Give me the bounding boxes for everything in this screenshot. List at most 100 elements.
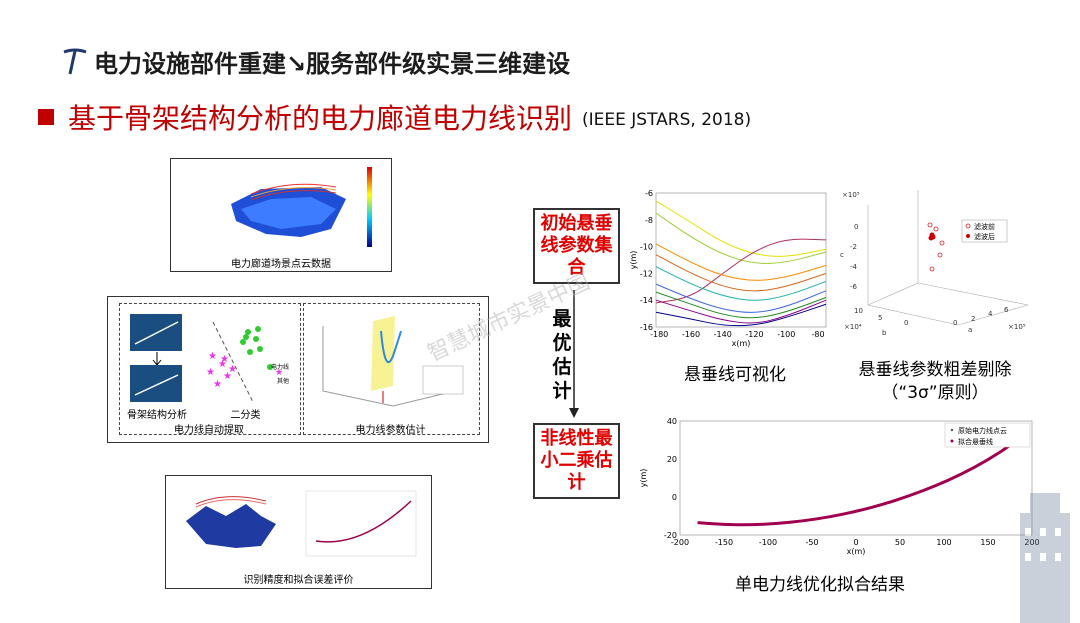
svg-text:★: ★ bbox=[208, 351, 217, 362]
btick: 0 bbox=[904, 319, 908, 327]
scene-pointcloud-panel: 电力廊道场景点云数据 bbox=[170, 158, 392, 272]
evaluation-caption: 识别精度和拟合误差评价 bbox=[243, 575, 354, 586]
x-tick-label: -120 bbox=[745, 330, 763, 339]
y-tick-label: 20 bbox=[667, 455, 677, 464]
series-line-6 bbox=[655, 283, 827, 313]
series-line-1 bbox=[655, 200, 827, 257]
scene-caption: 电力廊道场景点云数据 bbox=[231, 259, 331, 270]
x-tick-label: 150 bbox=[980, 538, 995, 547]
svg-text:★: ★ bbox=[220, 354, 229, 365]
btick: 10 bbox=[854, 307, 863, 315]
atick: 6 bbox=[1004, 306, 1009, 314]
x-tick-label: -100 bbox=[759, 538, 777, 547]
arrow-down-icon bbox=[152, 352, 162, 366]
auto-extract-box bbox=[119, 303, 301, 435]
x-tick-label: -180 bbox=[650, 330, 668, 339]
y-tick-label: -6 bbox=[645, 189, 653, 198]
series-line-8 bbox=[655, 299, 827, 324]
axis-b-label: b bbox=[882, 329, 887, 337]
btick: 5 bbox=[878, 314, 882, 322]
classification-plot: ★★★ ★★★★ ★ bbox=[206, 321, 283, 403]
auto-extract-caption: 电力线自动提取 bbox=[174, 425, 244, 436]
x-tick-label: -150 bbox=[715, 538, 733, 547]
scatter-legend bbox=[961, 219, 1008, 243]
catenary-chart: -180 -160 -140 -120 -100 -80 -6 -8 -10 -12 -14 -16 x… bbox=[630, 189, 827, 348]
ztick: -6 bbox=[850, 283, 858, 291]
y-axis-label: y(m) bbox=[640, 469, 648, 488]
pointcloud-image bbox=[231, 167, 372, 247]
optimal-estimate-label: 最优估计 bbox=[552, 308, 572, 402]
param-estimate-box bbox=[303, 303, 480, 435]
bullet-square-icon bbox=[38, 109, 54, 125]
skeleton-image-1 bbox=[130, 314, 182, 351]
scale-a: ×10⁵ bbox=[1008, 323, 1026, 331]
series-line-2 bbox=[655, 212, 827, 264]
series-line-10 bbox=[655, 254, 827, 292]
scale-b: ×10⁴ bbox=[844, 323, 862, 331]
y-tick-label: -10 bbox=[640, 243, 653, 252]
legend-after: 滤波后 bbox=[974, 232, 995, 241]
x-tick-label: -200 bbox=[671, 538, 689, 547]
x-axis-label: x(m) bbox=[847, 547, 866, 556]
param-caption: 电力线参数估计 bbox=[355, 425, 426, 436]
y-tick-label: -16 bbox=[640, 323, 653, 332]
fit-legend-1: 原始电力线点云 bbox=[958, 426, 1007, 435]
series-line-3 bbox=[655, 238, 827, 304]
y-axis-label: y(m) bbox=[630, 251, 638, 270]
series-line-1 bbox=[697, 423, 1029, 527]
svg-text:★: ★ bbox=[228, 364, 237, 375]
building-background-icon bbox=[1020, 493, 1070, 623]
x-axis-label: x(m) bbox=[732, 339, 751, 348]
atick: 0 bbox=[953, 319, 957, 327]
scatter-caption-1: 悬垂线参数粗差剔除 bbox=[858, 360, 1012, 380]
x-tick-label: -80 bbox=[812, 330, 825, 339]
x-tick-label: 0 bbox=[853, 538, 858, 547]
svg-text:★: ★ bbox=[223, 371, 232, 382]
plot-frame bbox=[679, 420, 1033, 536]
atick: 4 bbox=[988, 310, 993, 318]
reference-text: (IEEE JSTARS, 2018) bbox=[582, 110, 752, 130]
initial-params-box: 初始悬垂线参数集合 bbox=[533, 208, 620, 284]
y-tick-label: -14 bbox=[640, 296, 653, 305]
x-tick-label: 50 bbox=[895, 538, 905, 547]
axis-a-label: a bbox=[968, 326, 972, 334]
svg-text:★: ★ bbox=[275, 368, 283, 378]
fit-chart: -200-150-100-5005010015020040200-20x(m)y… bbox=[640, 417, 1040, 556]
x-tick-label: -100 bbox=[777, 330, 795, 339]
extraction-panel: 骨架结构分析 ★ ★ ★ ★ ★ ★ ★ ★ 电力线 其他 二分类 电力线自动提取 电力线参… bbox=[107, 296, 489, 443]
atick: 2 bbox=[971, 315, 975, 323]
legend-other: 其他 bbox=[277, 378, 290, 385]
plot-frame bbox=[655, 192, 827, 328]
ztick: -2 bbox=[850, 243, 857, 251]
x-tick-label: -160 bbox=[682, 330, 700, 339]
scale-top: ×10⁵ bbox=[842, 191, 860, 199]
catenary-caption: 悬垂线可视化 bbox=[684, 365, 786, 385]
fit-legend-2: 拟合悬垂线 bbox=[958, 437, 993, 446]
evaluation-image bbox=[186, 490, 417, 557]
binary-caption: 二分类 bbox=[230, 410, 261, 421]
skeleton-image-2 bbox=[130, 365, 182, 402]
y-tick-label: 0 bbox=[672, 493, 677, 502]
x-tick-label: -50 bbox=[805, 538, 818, 547]
evaluation-panel: 识别精度和拟合误差评价 bbox=[165, 475, 432, 589]
svg-text:★: ★ bbox=[218, 359, 227, 370]
y-tick-label: -12 bbox=[640, 269, 653, 278]
y-tick-label: -20 bbox=[664, 531, 677, 540]
svg-text:★: ★ bbox=[213, 379, 222, 390]
series-line-9 bbox=[655, 303, 827, 327]
y-tick-label: 40 bbox=[667, 417, 677, 426]
series-line-5 bbox=[655, 266, 827, 301]
page-title-row: 电力设施部件重建↘服务部件级实景三维建设 bbox=[62, 44, 570, 79]
series-line-7 bbox=[655, 291, 827, 319]
skeleton-caption: 骨架结构分析 bbox=[127, 410, 187, 421]
param-estimate-plot bbox=[322, 316, 464, 407]
flow-arrow-icon bbox=[569, 290, 579, 418]
y-tick-label: -8 bbox=[645, 216, 653, 225]
param-scatter-3d: ×10⁵ 0 -2 -4 -6 c 10 5 0 ×10⁴ b 0 2 4 6 … bbox=[840, 190, 1029, 337]
x-tick-label: 100 bbox=[936, 538, 951, 547]
fit-caption: 单电力线优化拟合结果 bbox=[735, 575, 905, 595]
scatter-caption-2: （“3σ”原则） bbox=[881, 383, 989, 403]
legend-power-line: 电力线 bbox=[271, 364, 290, 371]
antenna-logo-icon bbox=[63, 48, 87, 74]
